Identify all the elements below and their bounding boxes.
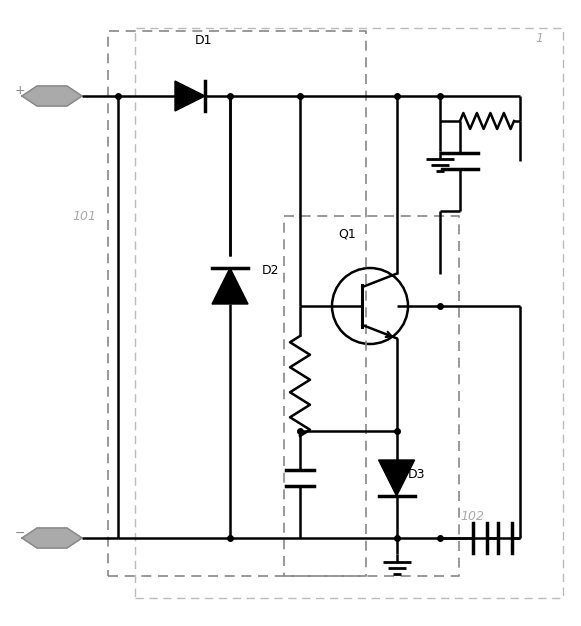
Polygon shape [212, 268, 248, 304]
Text: 101: 101 [72, 210, 96, 222]
Text: D2: D2 [262, 265, 279, 277]
Text: +: + [15, 85, 26, 98]
Polygon shape [379, 460, 415, 496]
Text: D1: D1 [195, 34, 213, 48]
Polygon shape [175, 81, 205, 111]
Text: 1: 1 [535, 31, 543, 44]
Text: −: − [15, 526, 25, 540]
Polygon shape [22, 528, 82, 548]
Text: D3: D3 [408, 468, 425, 481]
Polygon shape [22, 86, 82, 106]
Text: 102: 102 [460, 510, 484, 523]
Text: Q1: Q1 [338, 227, 356, 240]
